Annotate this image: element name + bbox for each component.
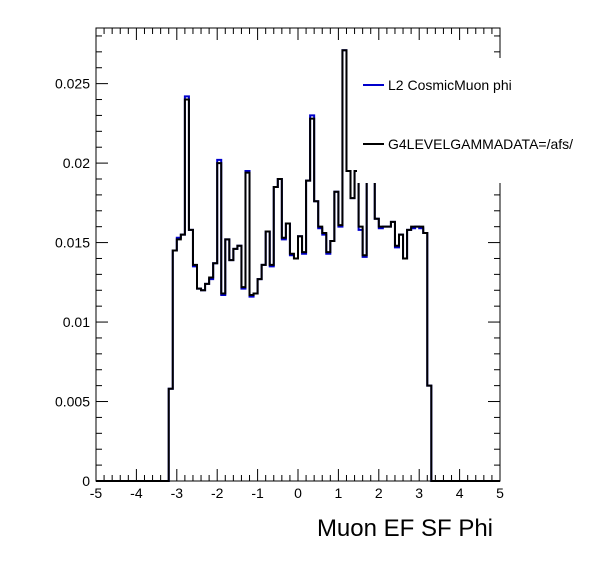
legend-box (357, 58, 596, 183)
series-lines (96, 49, 500, 482)
y-tick-label: 0.01 (63, 314, 90, 330)
x-tick-label: 1 (335, 485, 343, 501)
x-axis-title: Muon EF SF Phi (317, 515, 493, 542)
x-tick-label: 5 (496, 485, 504, 501)
legend-label-1: L2 CosmicMuon phi (388, 77, 512, 93)
x-tick-label: 2 (375, 485, 383, 501)
y-tick-label: 0.02 (63, 155, 90, 171)
x-tick-label: -5 (90, 485, 103, 501)
x-tick-label: -4 (130, 485, 143, 501)
x-tick-label: -2 (211, 485, 224, 501)
legend: L2 CosmicMuon phi G4LEVELGAMMADATA=/afs/ (357, 58, 596, 183)
x-tick-label: -3 (171, 485, 184, 501)
x-tick-label: 0 (294, 485, 302, 501)
x-tick-label: -1 (251, 485, 264, 501)
x-tick-label: 3 (415, 485, 423, 501)
y-tick-label: 0.015 (55, 235, 90, 251)
legend-label-2: G4LEVELGAMMADATA=/afs/ (388, 136, 573, 152)
y-tick-label: 0.005 (55, 394, 90, 410)
y-axis-ticks: 0 0.005 0.01 0.015 0.02 0.025 (55, 35, 500, 489)
y-tick-label: 0 (82, 473, 90, 489)
y-tick-label: 0.025 (55, 76, 90, 92)
x-tick-label: 4 (456, 485, 464, 501)
series-line-2 (96, 49, 500, 482)
